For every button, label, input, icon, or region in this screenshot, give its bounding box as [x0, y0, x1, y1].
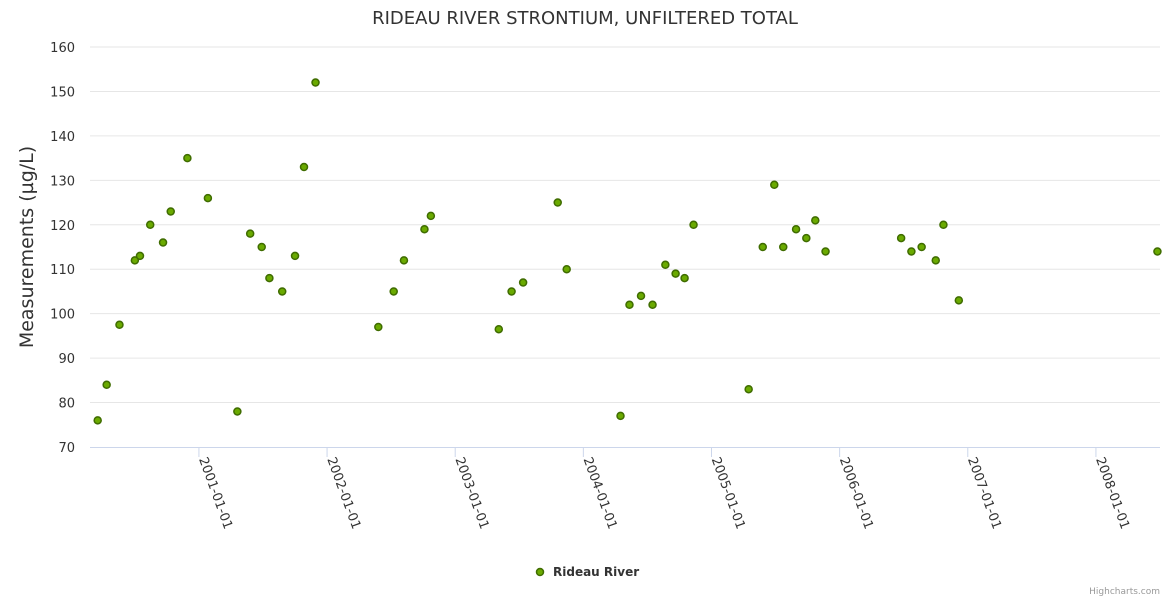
legend[interactable]: Rideau River — [535, 565, 640, 579]
x-axis-ticks: 2001-01-01 2002-01-01 2003-01-01 2004-01-01… — [195, 447, 1132, 531]
data-point[interactable] — [311, 78, 320, 87]
x-tick-label: 2007-01-01 — [964, 455, 1004, 531]
credits-link[interactable]: Highcharts.com — [1089, 587, 1160, 597]
y-tick-label: 80 — [58, 397, 75, 412]
x-tick-label: 2008-01-01 — [1092, 455, 1132, 531]
data-point[interactable] — [290, 251, 300, 261]
data-point[interactable] — [115, 320, 124, 330]
data-point[interactable] — [158, 238, 168, 247]
data-point[interactable] — [507, 287, 516, 296]
data-point[interactable] — [420, 224, 429, 234]
y-tick-label: 110 — [50, 263, 75, 278]
data-point[interactable] — [494, 324, 504, 334]
y-tick-label: 90 — [58, 352, 75, 367]
data-point[interactable] — [770, 180, 779, 190]
y-tick-label: 140 — [50, 130, 75, 145]
data-point[interactable] — [671, 269, 680, 278]
data-point[interactable] — [166, 207, 175, 216]
chart-title: RIDEAU RIVER STRONTIUM, UNFILTERED TOTAL — [372, 8, 798, 29]
series-rideau-river[interactable] — [93, 78, 1162, 425]
data-point[interactable] — [689, 220, 698, 230]
legend-marker-icon — [535, 567, 545, 577]
data-point[interactable] — [625, 300, 634, 310]
data-point[interactable] — [562, 264, 571, 274]
data-point[interactable] — [821, 247, 830, 256]
data-point[interactable] — [389, 287, 398, 296]
data-point[interactable] — [939, 220, 948, 230]
data-point[interactable] — [791, 224, 801, 234]
y-tick-label: 120 — [50, 219, 75, 234]
data-point[interactable] — [758, 242, 768, 252]
data-point[interactable] — [135, 251, 145, 261]
data-point[interactable] — [203, 193, 213, 203]
legend-item-rideau-river[interactable]: Rideau River — [553, 565, 639, 579]
data-point[interactable] — [648, 300, 657, 310]
data-point[interactable] — [680, 273, 689, 283]
data-point[interactable] — [811, 216, 820, 225]
data-point[interactable] — [130, 256, 140, 265]
data-point[interactable] — [917, 242, 926, 252]
data-point[interactable] — [102, 380, 111, 390]
y-tick-label: 150 — [50, 85, 75, 100]
x-tick-label: 2001-01-01 — [195, 455, 235, 531]
data-point[interactable] — [636, 291, 646, 301]
data-point[interactable] — [744, 384, 753, 394]
data-point[interactable] — [145, 220, 155, 230]
data-point[interactable] — [399, 256, 409, 265]
data-point[interactable] — [183, 153, 192, 163]
y-axis-title: Measurements (µg/L) — [16, 146, 38, 348]
data-point[interactable] — [245, 229, 255, 238]
x-tick-label: 2003-01-01 — [451, 455, 491, 531]
data-point[interactable] — [661, 260, 670, 270]
y-tick-label: 130 — [50, 174, 75, 189]
data-point[interactable] — [426, 211, 436, 221]
x-tick-label: 2004-01-01 — [580, 455, 620, 531]
x-tick-label: 2002-01-01 — [323, 455, 363, 531]
y-axis-ticks: 70 80 90 100 110 120 130 140 150 160 — [50, 41, 75, 456]
data-point[interactable] — [779, 242, 788, 252]
x-tick-label: 2005-01-01 — [708, 455, 748, 531]
data-point[interactable] — [896, 233, 906, 243]
data-point[interactable] — [93, 416, 102, 425]
data-point[interactable] — [954, 296, 964, 305]
x-tick-label: 2006-01-01 — [836, 455, 876, 531]
data-point[interactable] — [616, 411, 625, 421]
data-point[interactable] — [907, 247, 916, 256]
data-point[interactable] — [802, 233, 811, 243]
data-point[interactable] — [233, 407, 242, 416]
data-point[interactable] — [931, 256, 940, 265]
data-point[interactable] — [265, 273, 274, 283]
data-point[interactable] — [277, 287, 287, 296]
data-point[interactable] — [299, 162, 309, 172]
data-point[interactable] — [257, 242, 266, 252]
grid-lines — [90, 46, 1160, 404]
y-tick-label: 70 — [58, 441, 75, 456]
data-point[interactable] — [518, 278, 528, 287]
y-tick-label: 160 — [50, 41, 75, 56]
y-tick-label: 100 — [50, 308, 75, 323]
data-point[interactable] — [1153, 247, 1162, 256]
data-point[interactable] — [374, 322, 383, 332]
data-point[interactable] — [553, 198, 562, 207]
